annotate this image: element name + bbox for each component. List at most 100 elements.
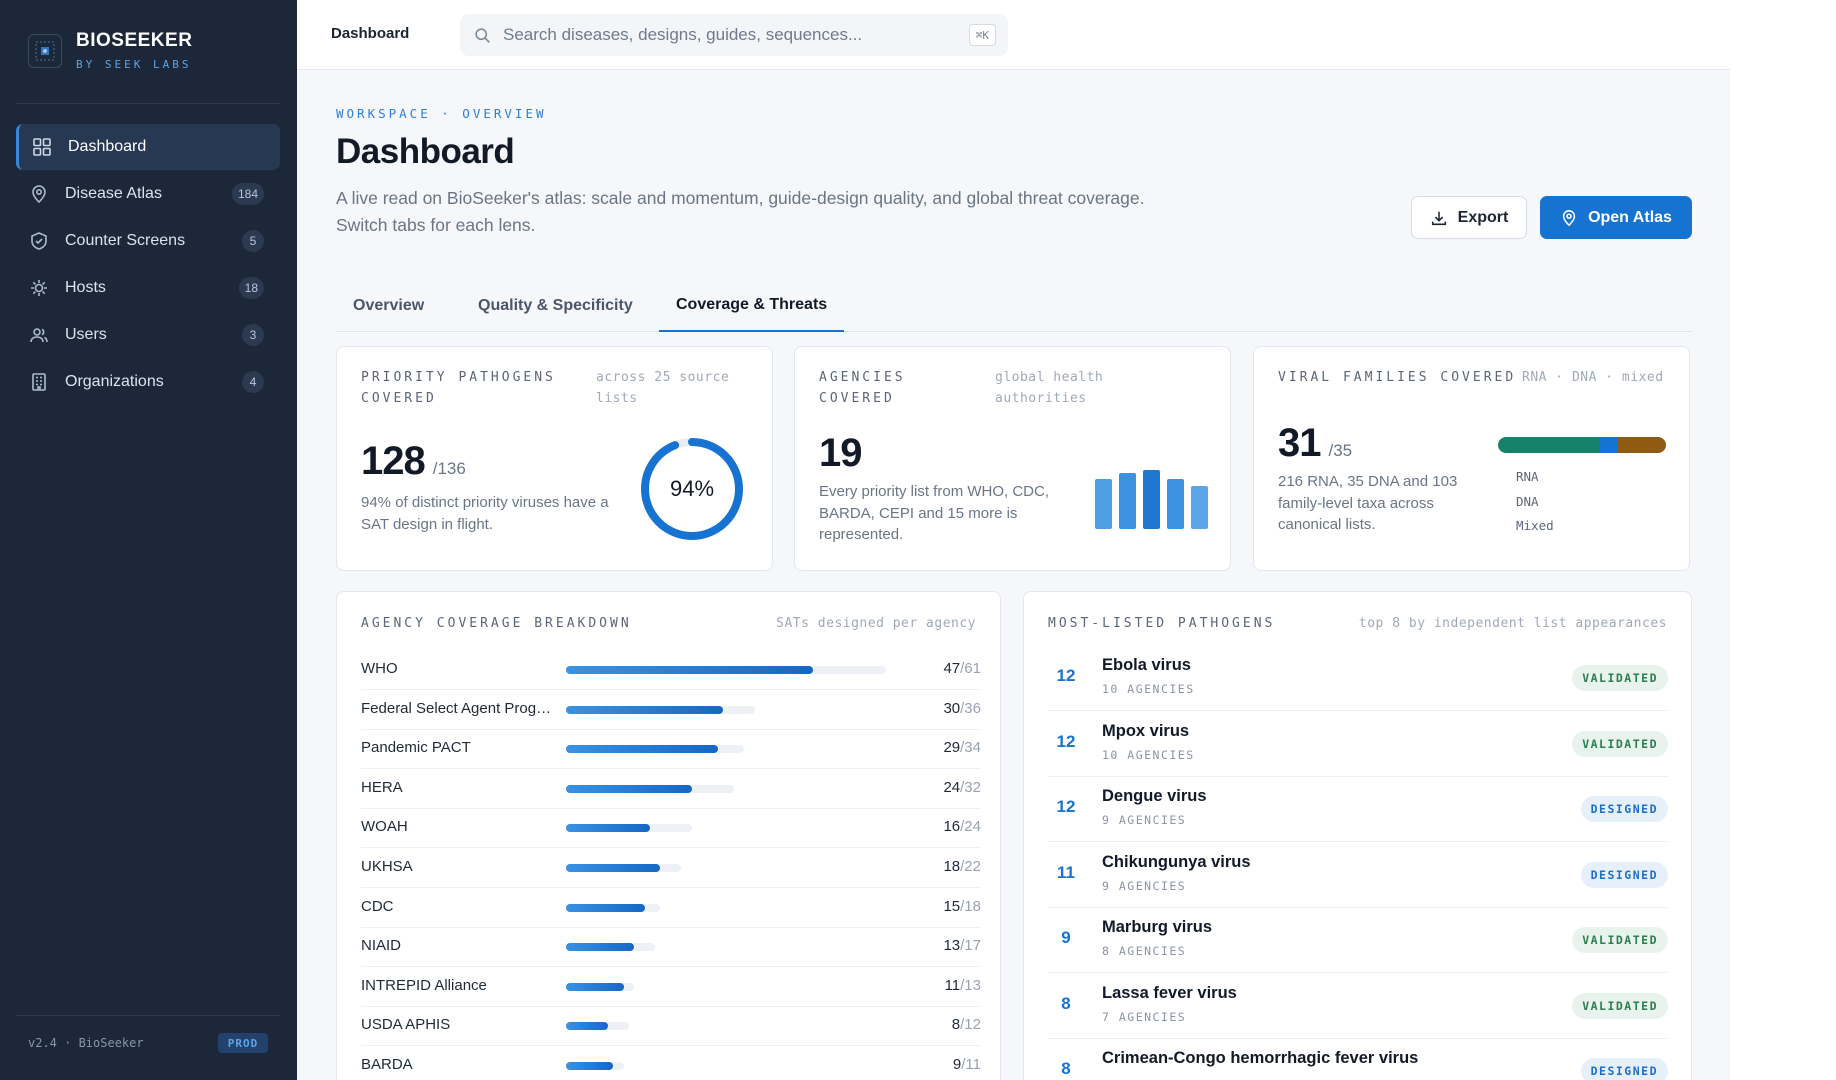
donut-label: 94% xyxy=(670,476,714,501)
agency-coverage-panel: AGENCY COVERAGE BREAKDOWN SATs designed … xyxy=(336,591,1001,1080)
status-badge: VALIDATED xyxy=(1572,730,1668,757)
pathogen-row[interactable]: 11 Chikungunya virus 9 AGENCIES DESIGNED xyxy=(1048,842,1668,908)
agency-bar-track xyxy=(566,1062,624,1070)
count-badge: 4 xyxy=(242,371,264,393)
agency-row[interactable]: BARDA 9/11 xyxy=(361,1046,981,1080)
sidebar-item-hosts[interactable]: Hosts 18 xyxy=(16,265,280,311)
pathogen-row[interactable]: 12 Dengue virus 9 AGENCIES DESIGNED xyxy=(1048,776,1668,842)
export-button[interactable]: Export xyxy=(1411,196,1527,239)
list-count: 8 xyxy=(1061,1059,1071,1078)
kpi-description: 94% of distinct priority viruses have a … xyxy=(361,492,616,535)
open-atlas-button[interactable]: Open Atlas xyxy=(1540,196,1692,239)
desc-line: 94% of distinct priority viruses have a xyxy=(361,494,609,511)
agency-value: 47/61 xyxy=(943,660,981,677)
pathogen-name: Chikungunya virus xyxy=(1102,852,1251,871)
sidebar-item-label: Counter Screens xyxy=(65,232,186,249)
tab-coverage-threats[interactable]: Coverage & Threats xyxy=(659,280,845,332)
version-label: v2.4 · BioSeeker xyxy=(28,1036,144,1050)
sidebar-item-disease-atlas[interactable]: Disease Atlas 184 xyxy=(16,171,280,217)
logo-icon xyxy=(28,33,62,68)
agency-count: 9 AGENCIES xyxy=(1102,813,1187,827)
agency-bar-fill xyxy=(566,903,645,912)
agency-count: 8 AGENCIES xyxy=(1102,944,1187,958)
total-count: /61 xyxy=(960,660,981,677)
pathogen-row[interactable]: 8 Crimean-Congo hemorrhagic fever virus DE… xyxy=(1048,1038,1668,1080)
agency-bar-fill xyxy=(566,1022,608,1031)
kpi-total: /136 xyxy=(432,459,466,478)
designed-count: 24 xyxy=(943,778,961,796)
spark-bar xyxy=(1143,470,1160,529)
agency-row[interactable]: WOAH 16/24 xyxy=(361,808,981,849)
sidebar-item-users[interactable]: Users 3 xyxy=(16,312,280,358)
agency-value: 9/11 xyxy=(953,1056,981,1073)
sidebar: BIOSEEKER BY SEEK LABS Dashboard Disease… xyxy=(0,0,297,1080)
kpi-total: /35 xyxy=(1328,441,1353,460)
kpi-value: 128/136 xyxy=(361,439,466,484)
pathogen-row[interactable]: 8 Lassa fever virus 7 AGENCIES VALIDATED xyxy=(1048,973,1668,1039)
count-badge: 3 xyxy=(242,324,264,346)
family-segment-dna xyxy=(1600,437,1618,453)
kpi-description: 216 RNA, 35 DNA and 103 family-level tax… xyxy=(1278,471,1478,536)
list-count: 12 xyxy=(1056,731,1076,751)
kpi-number: 19 xyxy=(819,431,862,475)
total-count: /17 xyxy=(960,937,981,955)
sidebar-item-counter-screens[interactable]: Counter Screens 5 xyxy=(16,218,280,264)
agency-value: 30/36 xyxy=(943,700,981,717)
tab-bar: Overview Quality & Specificity Coverage … xyxy=(336,280,1692,332)
page-eyebrow: WORKSPACE · OVERVIEW xyxy=(336,106,547,121)
total-count: /36 xyxy=(960,699,981,717)
agency-row[interactable]: INTREPID Alliance 11/13 xyxy=(361,967,981,1007)
agency-bar-fill xyxy=(566,705,723,714)
agency-bar-track xyxy=(566,705,755,714)
agency-row[interactable]: CDC 15/18 xyxy=(361,888,981,928)
agency-name: BARDA xyxy=(361,1056,413,1073)
designed-count: 16 xyxy=(943,818,961,836)
tab-quality-specificity[interactable]: Quality & Specificity xyxy=(478,297,633,314)
brand[interactable]: BIOSEEKER BY SEEK LABS xyxy=(28,30,192,71)
brand-title: BIOSEEKER xyxy=(76,30,193,51)
agency-row[interactable]: WHO 47/61 xyxy=(361,650,981,690)
kpi-card-agencies: AGENCIES COVERED global health authoriti… xyxy=(794,346,1231,571)
spark-bar xyxy=(1095,479,1112,529)
agency-row[interactable]: Federal Select Agent Program 30/36 xyxy=(361,690,981,730)
status-badge: DESIGNED xyxy=(1580,796,1668,822)
caption-line: COVERED xyxy=(819,391,895,406)
agency-name: NIAID xyxy=(361,937,402,955)
tab-overview[interactable]: Overview xyxy=(353,297,425,314)
shield-icon xyxy=(31,232,47,250)
sidebar-item-dashboard[interactable]: Dashboard xyxy=(16,124,280,170)
designed-count: 15 xyxy=(943,897,961,915)
agency-row[interactable]: NIAID 13/17 xyxy=(361,927,981,968)
pathogen-name: Lassa fever virus xyxy=(1102,983,1237,1002)
family-segment-rna xyxy=(1498,437,1601,453)
agency-row[interactable]: USDA APHIS 8/12 xyxy=(361,1006,981,1047)
pathogen-row[interactable]: 12 Ebola virus 10 AGENCIES VALIDATED xyxy=(1048,645,1668,711)
sidebar-item-organizations[interactable]: Organizations 4 xyxy=(16,359,280,405)
designed-count: 29 xyxy=(943,739,961,757)
designed-count: 18 xyxy=(943,858,961,875)
pathogen-row[interactable]: 12 Mpox virus 10 AGENCIES VALIDATED xyxy=(1048,711,1668,777)
agency-row[interactable]: HERA 24/32 xyxy=(361,769,981,809)
agency-row[interactable]: UKHSA 18/22 xyxy=(361,848,981,888)
breadcrumb[interactable]: Dashboard xyxy=(331,25,410,42)
note-line: lists xyxy=(596,391,638,406)
list-count: 9 xyxy=(1061,928,1071,947)
family-legend: RNA DNA Mixed xyxy=(1516,465,1554,539)
search-input[interactable]: Search diseases, designs, guides, sequen… xyxy=(460,14,1008,56)
sidebar-item-label: Organizations xyxy=(65,373,164,390)
topbar: Dashboard Search diseases, designs, guid… xyxy=(297,0,1730,70)
note-line: authorities xyxy=(995,391,1087,406)
desc-line: SAT design in flight. xyxy=(361,515,494,533)
agency-value: 15/18 xyxy=(943,898,981,915)
agency-value: 24/32 xyxy=(943,779,981,796)
designed-count: 9 xyxy=(952,1056,962,1073)
count-badge: 18 xyxy=(238,277,264,299)
family-stacked-bar xyxy=(1498,437,1666,453)
agency-row[interactable]: Pandemic PACT 29/34 xyxy=(361,729,981,770)
desc-line: Every priority list from WHO, CDC, xyxy=(819,483,1050,500)
pathogen-row[interactable]: 9 Marburg virus 8 AGENCIES VALIDATED xyxy=(1048,907,1668,973)
main-content: WORKSPACE · OVERVIEW Dashboard A live re… xyxy=(297,70,1730,1080)
list-count: 12 xyxy=(1056,797,1076,816)
agency-name: HERA xyxy=(361,778,403,796)
building-icon xyxy=(32,373,46,391)
